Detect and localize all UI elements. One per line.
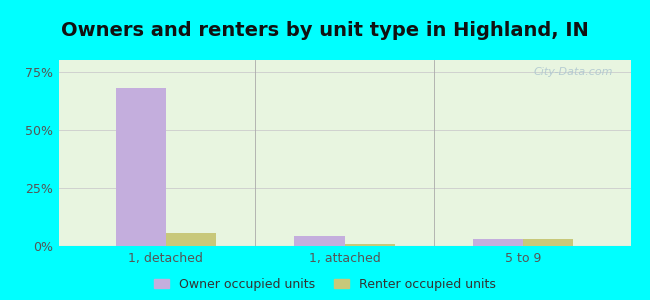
Text: Owners and renters by unit type in Highland, IN: Owners and renters by unit type in Highl… <box>61 21 589 40</box>
Bar <box>523 239 573 246</box>
Bar <box>344 244 395 246</box>
Bar <box>473 238 523 246</box>
Legend: Owner occupied units, Renter occupied units: Owner occupied units, Renter occupied un… <box>154 278 496 291</box>
Bar <box>166 233 216 246</box>
Bar <box>294 236 344 246</box>
Text: City-Data.com: City-Data.com <box>534 68 614 77</box>
Bar <box>116 88 166 246</box>
